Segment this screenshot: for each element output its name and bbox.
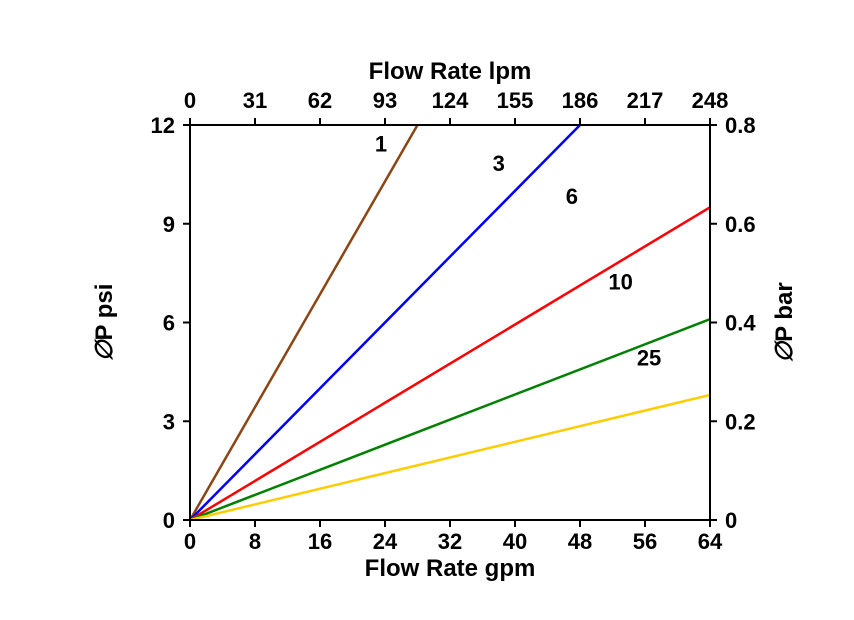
x-tick-label: 48 xyxy=(568,529,592,554)
x-axis-title: Flow Rate gpm xyxy=(365,555,536,582)
x-tick-label: 0 xyxy=(184,529,196,554)
y-right-axis-title: ∅P bar xyxy=(771,282,798,363)
x-tick-label: 8 xyxy=(249,529,261,554)
x-tick-label: 40 xyxy=(503,529,527,554)
x-tick-label: 56 xyxy=(633,529,657,554)
y-tick-label: 3 xyxy=(163,409,175,434)
x-top-axis-title: Flow Rate lpm xyxy=(369,58,532,85)
x-tick-label: 64 xyxy=(698,529,723,554)
y-tick-label: 6 xyxy=(163,311,175,336)
y-tick-label: 9 xyxy=(163,212,175,237)
x-top-tick-label: 0 xyxy=(184,88,196,113)
chart-container: 0816243240485664031629312415518621724803… xyxy=(0,0,854,620)
x-top-tick-label: 124 xyxy=(432,88,469,113)
y-right-tick-label: 0.2 xyxy=(725,409,756,434)
series-label-6: 6 xyxy=(566,184,578,209)
y-tick-label: 0 xyxy=(163,508,175,533)
y-tick-label: 12 xyxy=(151,113,175,138)
y-axis-title: ∅P psi xyxy=(91,284,118,362)
y-right-tick-label: 0.4 xyxy=(725,311,756,336)
series-label-10: 10 xyxy=(608,270,632,295)
pressure-flow-chart: 0816243240485664031629312415518621724803… xyxy=(0,0,854,620)
y-right-tick-label: 0.6 xyxy=(725,212,756,237)
x-top-tick-label: 155 xyxy=(497,88,534,113)
y-right-tick-label: 0.8 xyxy=(725,113,756,138)
x-top-tick-label: 62 xyxy=(308,88,332,113)
series-label-3: 3 xyxy=(493,151,505,176)
y-right-tick-label: 0 xyxy=(725,508,737,533)
x-top-tick-label: 186 xyxy=(562,88,599,113)
series-label-1: 1 xyxy=(375,131,387,156)
x-top-tick-label: 31 xyxy=(243,88,267,113)
series-label-25: 25 xyxy=(637,345,661,370)
x-top-tick-label: 93 xyxy=(373,88,397,113)
x-tick-label: 24 xyxy=(373,529,398,554)
x-top-tick-label: 217 xyxy=(627,88,664,113)
x-top-tick-label: 248 xyxy=(692,88,729,113)
x-tick-label: 32 xyxy=(438,529,462,554)
x-tick-label: 16 xyxy=(308,529,332,554)
